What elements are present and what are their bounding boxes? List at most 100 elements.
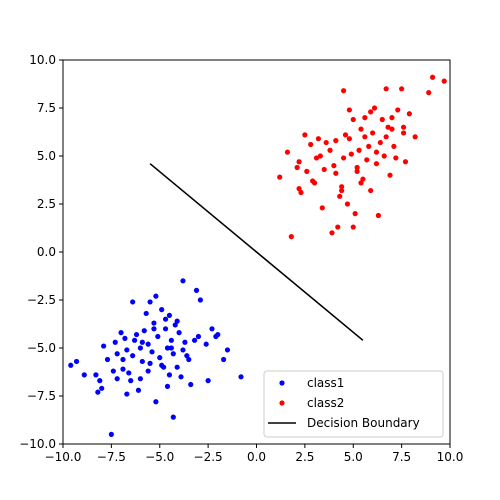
- class2-point: [344, 201, 351, 207]
- class1-point: [114, 351, 120, 357]
- class2-point: [346, 107, 352, 113]
- class1-point: [130, 353, 136, 359]
- class1-point: [151, 320, 157, 326]
- y-tick-label: −5.0: [27, 341, 56, 355]
- class1-point: [182, 339, 188, 345]
- class2-point: [364, 157, 370, 163]
- class1-point: [118, 330, 124, 336]
- legend-box: [263, 370, 444, 438]
- class2-point: [302, 132, 308, 138]
- class2-point: [317, 153, 323, 159]
- y-tick-label: 7.5: [37, 101, 56, 115]
- class2-point: [354, 164, 360, 171]
- class2-point: [358, 180, 364, 186]
- class1-point: [153, 293, 159, 299]
- class1-point: [143, 310, 149, 317]
- class1-point: [184, 353, 190, 359]
- class2-point: [402, 159, 409, 165]
- class1-point: [137, 345, 143, 351]
- class2-point: [383, 134, 389, 140]
- class2-point: [329, 230, 335, 236]
- legend-entry: class1: [279, 376, 344, 390]
- class1-point: [135, 387, 142, 393]
- class1-point: [170, 414, 176, 420]
- y-tick-label: −2.5: [27, 293, 56, 307]
- class1-point: [180, 278, 186, 284]
- class1-point: [68, 362, 74, 368]
- class1-point: [164, 383, 171, 389]
- class1-point: [162, 326, 169, 332]
- class1-point: [131, 337, 138, 343]
- class2-point: [389, 115, 395, 121]
- x-tick-label: −2.5: [194, 450, 223, 464]
- class2-point: [340, 88, 347, 94]
- legend-marker: [279, 400, 285, 406]
- class2-point: [310, 178, 316, 184]
- class1-point: [176, 330, 182, 336]
- class2-point: [342, 132, 349, 138]
- class1-point: [101, 343, 107, 349]
- class1-point: [172, 322, 178, 328]
- class2-point: [362, 134, 368, 140]
- class1-point: [149, 349, 155, 355]
- class1-point: [221, 356, 227, 363]
- class1-point: [120, 366, 126, 372]
- class1-point: [122, 335, 128, 341]
- class1-point: [151, 326, 157, 332]
- class2-point: [399, 86, 405, 92]
- class1-point: [110, 368, 116, 374]
- class1-point: [174, 364, 180, 370]
- class2-point: [288, 234, 294, 240]
- class1-point: [191, 337, 198, 343]
- class2-point: [406, 111, 412, 117]
- chart-marks: [68, 74, 447, 437]
- class2-point: [319, 205, 325, 211]
- class1-point: [164, 345, 171, 351]
- class1-point: [124, 347, 130, 353]
- class1-point: [139, 358, 145, 365]
- class2-point: [373, 161, 380, 167]
- class2-point: [368, 109, 374, 115]
- class2-point: [352, 211, 358, 217]
- class1-point: [73, 358, 80, 365]
- class1-point: [159, 307, 165, 313]
- class1-point: [112, 339, 118, 345]
- class1-point: [166, 312, 173, 318]
- legend-label: class2: [307, 396, 344, 410]
- class1-point: [133, 331, 140, 338]
- class1-point: [188, 381, 194, 388]
- class1-point: [139, 339, 145, 345]
- class2-point: [333, 170, 339, 176]
- class1-point: [81, 372, 87, 378]
- y-tick-label: 10.0: [29, 53, 56, 67]
- class2-point: [313, 155, 320, 161]
- class2-point: [377, 139, 383, 146]
- legend: class1 class2 Decision Boundary: [263, 370, 444, 438]
- class1-point: [205, 378, 211, 384]
- legend-entry: Decision Boundary: [268, 416, 420, 430]
- class2-point: [389, 126, 395, 132]
- class2-point: [339, 187, 345, 194]
- class1-point: [145, 341, 151, 347]
- class1-point: [114, 376, 120, 382]
- class2-point: [412, 134, 418, 140]
- class1-point: [238, 374, 244, 380]
- class2-point: [284, 149, 291, 155]
- class2-point: [395, 107, 401, 113]
- class2-point: [375, 212, 382, 219]
- class1-point: [153, 399, 159, 405]
- class1-point: [104, 356, 111, 363]
- class1-point: [180, 347, 186, 353]
- class2-point: [366, 143, 372, 149]
- class2-point: [391, 143, 397, 149]
- class2-point: [296, 159, 302, 165]
- class1-point: [162, 316, 169, 322]
- class2-point: [379, 116, 385, 123]
- class1-point: [209, 326, 215, 332]
- y-tick-label: −7.5: [27, 389, 56, 403]
- x-tick-label: 7.5: [392, 450, 411, 464]
- decision-boundary-line: [149, 163, 364, 341]
- x-tick-label: −10.0: [45, 450, 82, 464]
- class2-point: [335, 224, 341, 230]
